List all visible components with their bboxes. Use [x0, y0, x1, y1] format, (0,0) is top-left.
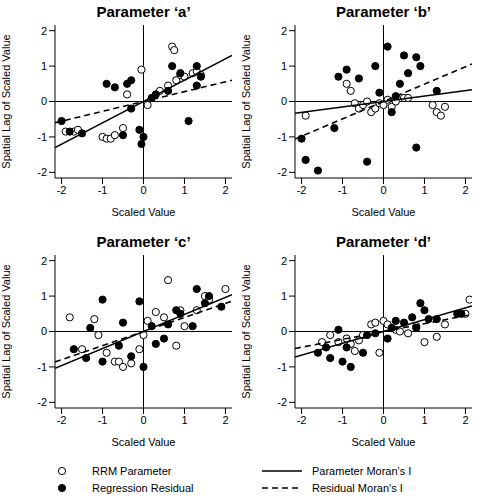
svg-text:2: 2 — [222, 184, 228, 196]
svg-text:0: 0 — [140, 184, 146, 196]
html-text:Parameter ‘d’: Parameter ‘d’ — [336, 233, 431, 250]
svg-text:2: 2 — [222, 414, 228, 426]
svg-text:-1: -1 — [277, 361, 287, 373]
svg-text:-2: -2 — [37, 166, 47, 178]
svg-text:-1: -1 — [37, 131, 47, 143]
svg-text:Scaled Value: Scaled Value — [111, 206, 175, 218]
svg-text:-1: -1 — [98, 184, 108, 196]
html-text:Regression Residual: Regression Residual — [92, 481, 194, 494]
svg-text:-1: -1 — [98, 414, 108, 426]
svg-text:-2: -2 — [37, 396, 47, 408]
svg-text:Spatial Lag of Scaled Value: Spatial Lag of Scaled Value — [240, 34, 252, 168]
svg-text:-2: -2 — [297, 184, 307, 196]
svg-text:Scaled Value: Scaled Value — [351, 436, 415, 448]
svg-text:0: 0 — [140, 414, 146, 426]
svg-text:1: 1 — [181, 184, 187, 196]
svg-text:-1: -1 — [277, 131, 287, 143]
html-text:RRM Parameter: RRM Parameter — [92, 464, 172, 477]
svg-text:1: 1 — [281, 60, 287, 72]
svg-text:-2: -2 — [277, 166, 287, 178]
svg-text:0: 0 — [281, 95, 287, 107]
html-text:Parameter ‘c’: Parameter ‘c’ — [96, 233, 191, 250]
svg-text:-1: -1 — [338, 184, 348, 196]
svg-text:2: 2 — [462, 414, 468, 426]
svg-text:Spatial Lag of Scaled Value: Spatial Lag of Scaled Value — [8, 34, 12, 168]
svg-text:1: 1 — [41, 290, 47, 302]
svg-text:0: 0 — [281, 325, 287, 337]
svg-text:-1: -1 — [338, 414, 348, 426]
svg-text:-1: -1 — [37, 361, 47, 373]
html-text:Residual Moran's I: Residual Moran's I — [312, 481, 403, 494]
html-text:Parameter Moran's I: Parameter Moran's I — [312, 464, 412, 477]
svg-text:2: 2 — [462, 184, 468, 196]
svg-text:-2: -2 — [277, 396, 287, 408]
svg-text:Spatial Lag of Scaled Value: Spatial Lag of Scaled Value — [8, 264, 12, 398]
svg-text:1: 1 — [181, 414, 187, 426]
svg-text:0: 0 — [380, 184, 386, 196]
svg-text:0: 0 — [41, 325, 47, 337]
svg-text:1: 1 — [41, 60, 47, 72]
svg-text:-2: -2 — [57, 414, 67, 426]
svg-text:1: 1 — [421, 184, 427, 196]
svg-text:-2: -2 — [57, 184, 67, 196]
svg-text:Scaled Value: Scaled Value — [111, 436, 175, 448]
svg-text:1: 1 — [421, 414, 427, 426]
svg-text:2: 2 — [281, 25, 287, 37]
svg-text:Spatial Lag of Scaled Value: Spatial Lag of Scaled Value — [240, 264, 252, 398]
svg-text:2: 2 — [41, 25, 47, 37]
svg-text:0: 0 — [380, 414, 386, 426]
html-text:Parameter ‘a’: Parameter ‘a’ — [96, 3, 191, 20]
svg-text:0: 0 — [41, 95, 47, 107]
html-text:Parameter ‘b’: Parameter ‘b’ — [336, 3, 431, 20]
svg-text:-2: -2 — [297, 414, 307, 426]
svg-text:1: 1 — [281, 290, 287, 302]
svg-text:Scaled Value: Scaled Value — [351, 206, 415, 218]
svg-text:2: 2 — [281, 255, 287, 267]
svg-text:2: 2 — [41, 255, 47, 267]
